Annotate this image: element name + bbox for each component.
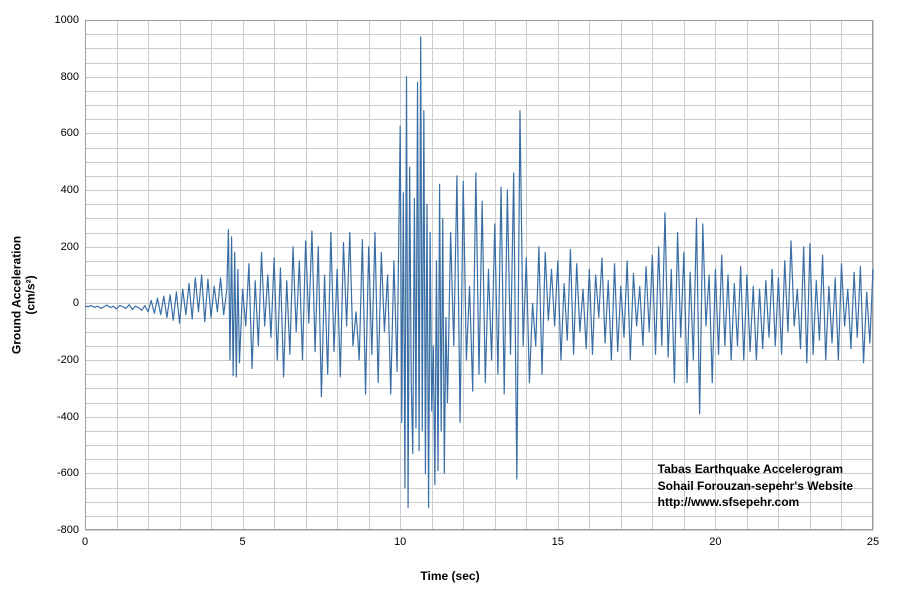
caption-line: Sohail Forouzan-sepehr's Website — [658, 478, 853, 494]
caption-line: Tabas Earthquake Accelerogram — [658, 461, 853, 477]
chart-caption: Tabas Earthquake AccelerogramSohail Foro… — [658, 461, 853, 510]
accelerogram-chart: Ground Acceleration (cm/s²) Time (sec) -… — [0, 0, 900, 589]
caption-line: http://www.sfsepehr.com — [658, 494, 853, 510]
